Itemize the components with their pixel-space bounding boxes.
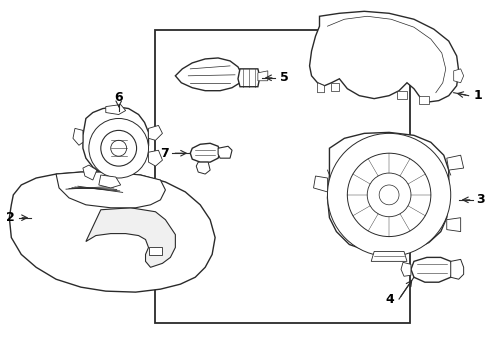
Circle shape <box>327 133 450 256</box>
Bar <box>154 30 409 323</box>
Polygon shape <box>56 172 165 208</box>
Circle shape <box>101 130 136 166</box>
Text: 4: 4 <box>385 293 393 306</box>
Text: 7: 7 <box>159 147 168 160</box>
Text: 6: 6 <box>114 91 123 104</box>
Polygon shape <box>446 155 463 170</box>
Text: 5: 5 <box>279 71 288 84</box>
Polygon shape <box>83 107 148 177</box>
Polygon shape <box>418 96 428 104</box>
Polygon shape <box>317 83 324 93</box>
Text: 2: 2 <box>6 211 15 224</box>
Polygon shape <box>86 208 175 267</box>
Polygon shape <box>105 105 125 114</box>
Polygon shape <box>9 172 215 292</box>
Polygon shape <box>99 175 121 188</box>
Circle shape <box>110 140 126 156</box>
Circle shape <box>346 153 430 237</box>
Polygon shape <box>148 150 162 166</box>
Polygon shape <box>190 143 220 162</box>
Polygon shape <box>327 132 448 252</box>
Polygon shape <box>148 125 162 140</box>
Text: 3: 3 <box>476 193 484 206</box>
Polygon shape <box>309 11 458 103</box>
Polygon shape <box>196 162 210 174</box>
Polygon shape <box>410 257 453 282</box>
Polygon shape <box>83 165 97 180</box>
Polygon shape <box>450 260 463 279</box>
Polygon shape <box>446 218 460 231</box>
Polygon shape <box>396 91 406 99</box>
Text: 1: 1 <box>472 89 481 102</box>
Circle shape <box>89 118 148 178</box>
Circle shape <box>378 185 398 205</box>
Polygon shape <box>331 83 339 91</box>
Polygon shape <box>175 58 242 91</box>
Polygon shape <box>238 69 259 87</box>
Circle shape <box>366 173 410 217</box>
Polygon shape <box>313 176 327 192</box>
Polygon shape <box>148 247 162 255</box>
Polygon shape <box>218 146 231 158</box>
Polygon shape <box>73 129 83 145</box>
Polygon shape <box>257 71 267 81</box>
Polygon shape <box>453 69 463 83</box>
Polygon shape <box>400 262 410 276</box>
Polygon shape <box>370 251 406 261</box>
